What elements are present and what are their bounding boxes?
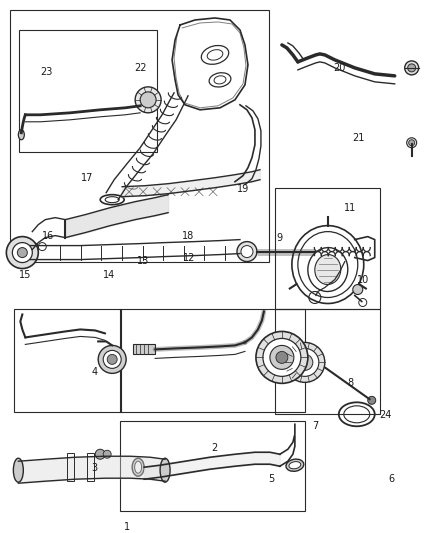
Text: 20: 20 [333, 63, 346, 73]
Bar [11, 10, 269, 262]
Bar [19, 30, 157, 152]
Bar [120, 421, 305, 511]
Text: 2: 2 [212, 443, 218, 453]
Circle shape [135, 87, 161, 113]
Circle shape [276, 351, 288, 364]
Circle shape [107, 354, 117, 365]
Text: 3: 3 [91, 463, 97, 473]
Circle shape [18, 248, 27, 257]
Ellipse shape [160, 458, 170, 482]
Ellipse shape [315, 255, 341, 285]
Circle shape [95, 449, 105, 459]
Text: 1: 1 [124, 522, 130, 532]
Ellipse shape [18, 130, 25, 140]
Ellipse shape [134, 461, 141, 473]
Circle shape [263, 338, 301, 376]
Circle shape [241, 246, 253, 257]
Text: 12: 12 [183, 253, 195, 263]
Text: 23: 23 [40, 67, 53, 77]
Text: 9: 9 [276, 233, 283, 244]
Bar [120, 310, 305, 413]
Circle shape [103, 350, 121, 368]
Circle shape [291, 349, 319, 376]
Text: 14: 14 [102, 270, 115, 280]
Bar [87, 453, 94, 481]
Ellipse shape [289, 462, 301, 469]
Text: 19: 19 [237, 184, 249, 194]
Text: 22: 22 [134, 63, 147, 73]
Bar [67, 453, 74, 481]
Text: 21: 21 [353, 133, 365, 143]
Circle shape [7, 237, 38, 269]
Text: 6: 6 [389, 474, 395, 484]
Ellipse shape [132, 458, 144, 476]
Circle shape [12, 243, 32, 263]
Text: 16: 16 [42, 231, 55, 241]
Text: 24: 24 [379, 410, 391, 420]
Text: 11: 11 [344, 203, 356, 213]
Bar [275, 188, 380, 310]
Bar [14, 310, 121, 413]
Circle shape [256, 332, 308, 383]
Circle shape [407, 138, 417, 148]
Text: 15: 15 [19, 270, 32, 280]
Ellipse shape [286, 459, 304, 471]
Bar [275, 310, 380, 414]
Circle shape [103, 450, 111, 458]
Circle shape [98, 345, 126, 374]
Text: 13: 13 [137, 256, 149, 266]
Circle shape [408, 64, 416, 72]
Text: 5: 5 [268, 474, 275, 484]
Ellipse shape [13, 458, 23, 482]
Text: 17: 17 [81, 173, 93, 183]
Text: 4: 4 [91, 367, 97, 377]
Circle shape [237, 241, 257, 262]
Circle shape [285, 342, 325, 382]
Circle shape [409, 140, 415, 146]
Circle shape [270, 345, 294, 369]
Bar [133, 344, 155, 354]
Text: 10: 10 [357, 276, 369, 285]
Circle shape [353, 285, 363, 295]
Circle shape [405, 61, 419, 75]
Circle shape [368, 397, 376, 405]
Circle shape [140, 92, 156, 108]
Text: 7: 7 [312, 421, 318, 431]
Text: 8: 8 [347, 378, 353, 388]
Circle shape [297, 354, 313, 370]
Text: 18: 18 [182, 231, 194, 241]
